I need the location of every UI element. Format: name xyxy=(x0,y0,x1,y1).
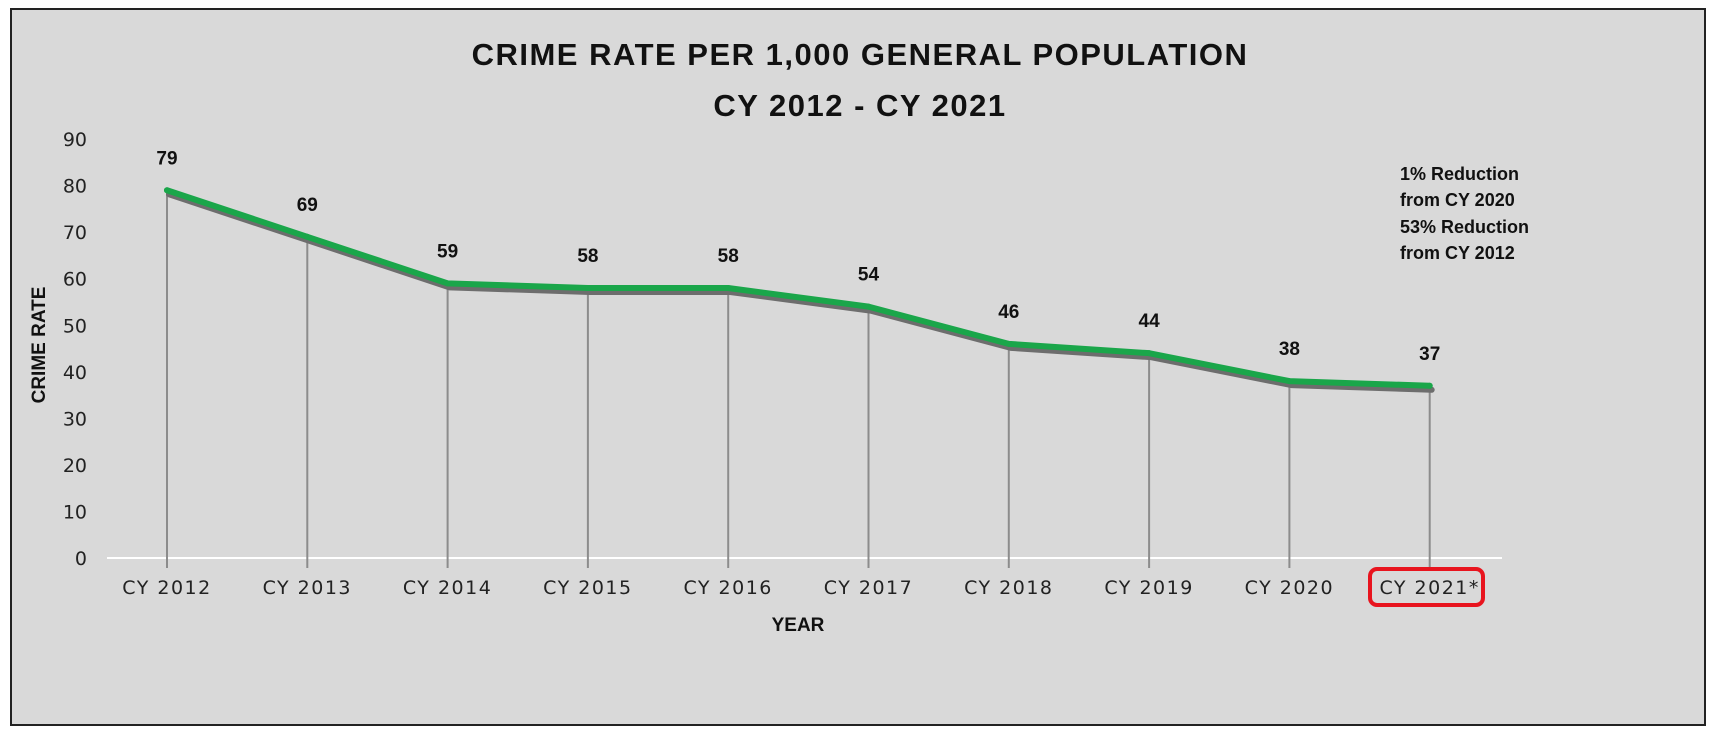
x-tick-label: CY 2017 xyxy=(824,577,913,599)
series-line-shadow xyxy=(166,191,1435,393)
x-tick-label: CY 2012 xyxy=(122,577,211,599)
y-tick-label: 20 xyxy=(63,455,87,477)
y-tick-label: 0 xyxy=(75,548,87,570)
y-tick-label: 60 xyxy=(63,269,87,291)
annotation-line-3: 53% Reduction xyxy=(1400,217,1529,237)
data-point xyxy=(725,285,732,292)
data-point xyxy=(1286,378,1293,385)
x-tick-label: CY 2020 xyxy=(1245,577,1334,599)
data-label: 46 xyxy=(998,302,1019,323)
y-axis-title: CRIME RATE xyxy=(29,287,50,404)
data-label: 69 xyxy=(297,195,318,216)
line-chart: CRIME RATE PER 1,000 GENERAL POPULATION … xyxy=(29,37,1529,636)
y-tick-label: 30 xyxy=(63,408,87,430)
data-label: 58 xyxy=(577,246,598,267)
data-point xyxy=(1146,350,1153,357)
y-tick-label: 80 xyxy=(63,176,87,198)
data-label: 38 xyxy=(1279,339,1300,360)
y-tick-label: 50 xyxy=(63,315,87,337)
data-point xyxy=(584,285,591,292)
chart-subtitle: CY 2012 - CY 2021 xyxy=(713,88,1006,123)
x-tick-label: CY 2019 xyxy=(1104,577,1193,599)
data-label: 37 xyxy=(1419,344,1440,365)
data-label: 58 xyxy=(718,246,739,267)
data-point xyxy=(1005,340,1012,347)
chart-frame: CRIME RATE PER 1,000 GENERAL POPULATION … xyxy=(10,8,1706,726)
annotation: 1% Reduction from CY 2020 53% Reduction … xyxy=(1400,164,1529,263)
data-point xyxy=(304,233,311,240)
data-point xyxy=(1426,382,1433,389)
series-line xyxy=(164,187,1433,389)
drop-lines xyxy=(166,190,1431,568)
data-labels: 79 69 59 58 58 54 46 44 38 37 xyxy=(156,148,1440,365)
data-label: 59 xyxy=(437,241,458,262)
annotation-line-1: 1% Reduction xyxy=(1400,164,1519,184)
highlight-box xyxy=(1368,567,1485,607)
y-axis-ticks: 0 10 20 30 40 50 60 70 80 90 xyxy=(63,129,87,570)
x-tick-label: CY 2021* xyxy=(1379,577,1479,599)
x-tick-label: CY 2018 xyxy=(964,577,1053,599)
annotation-line-4: from CY 2012 xyxy=(1400,243,1515,263)
data-label: 44 xyxy=(1139,311,1161,332)
data-point xyxy=(444,280,451,287)
data-label: 54 xyxy=(858,265,880,286)
x-axis-ticks: CY 2012 CY 2013 CY 2014 CY 2015 CY 2016 CY 20… xyxy=(122,577,1479,599)
y-tick-label: 10 xyxy=(63,501,87,523)
data-point xyxy=(164,187,170,194)
data-label: 79 xyxy=(156,148,177,169)
annotation-line-2: from CY 2020 xyxy=(1400,190,1515,210)
y-tick-label: 40 xyxy=(63,362,87,384)
chart-title: CRIME RATE PER 1,000 GENERAL POPULATION xyxy=(472,37,1249,72)
x-tick-label: CY 2016 xyxy=(683,577,772,599)
x-tick-label: CY 2013 xyxy=(263,577,352,599)
y-tick-label: 90 xyxy=(63,129,87,151)
series-group xyxy=(164,187,1435,393)
x-tick-label: CY 2015 xyxy=(543,577,632,599)
x-tick-label: CY 2014 xyxy=(403,577,492,599)
x-axis-title: YEAR xyxy=(772,615,825,636)
data-point xyxy=(865,303,872,310)
y-tick-label: 70 xyxy=(63,222,87,244)
